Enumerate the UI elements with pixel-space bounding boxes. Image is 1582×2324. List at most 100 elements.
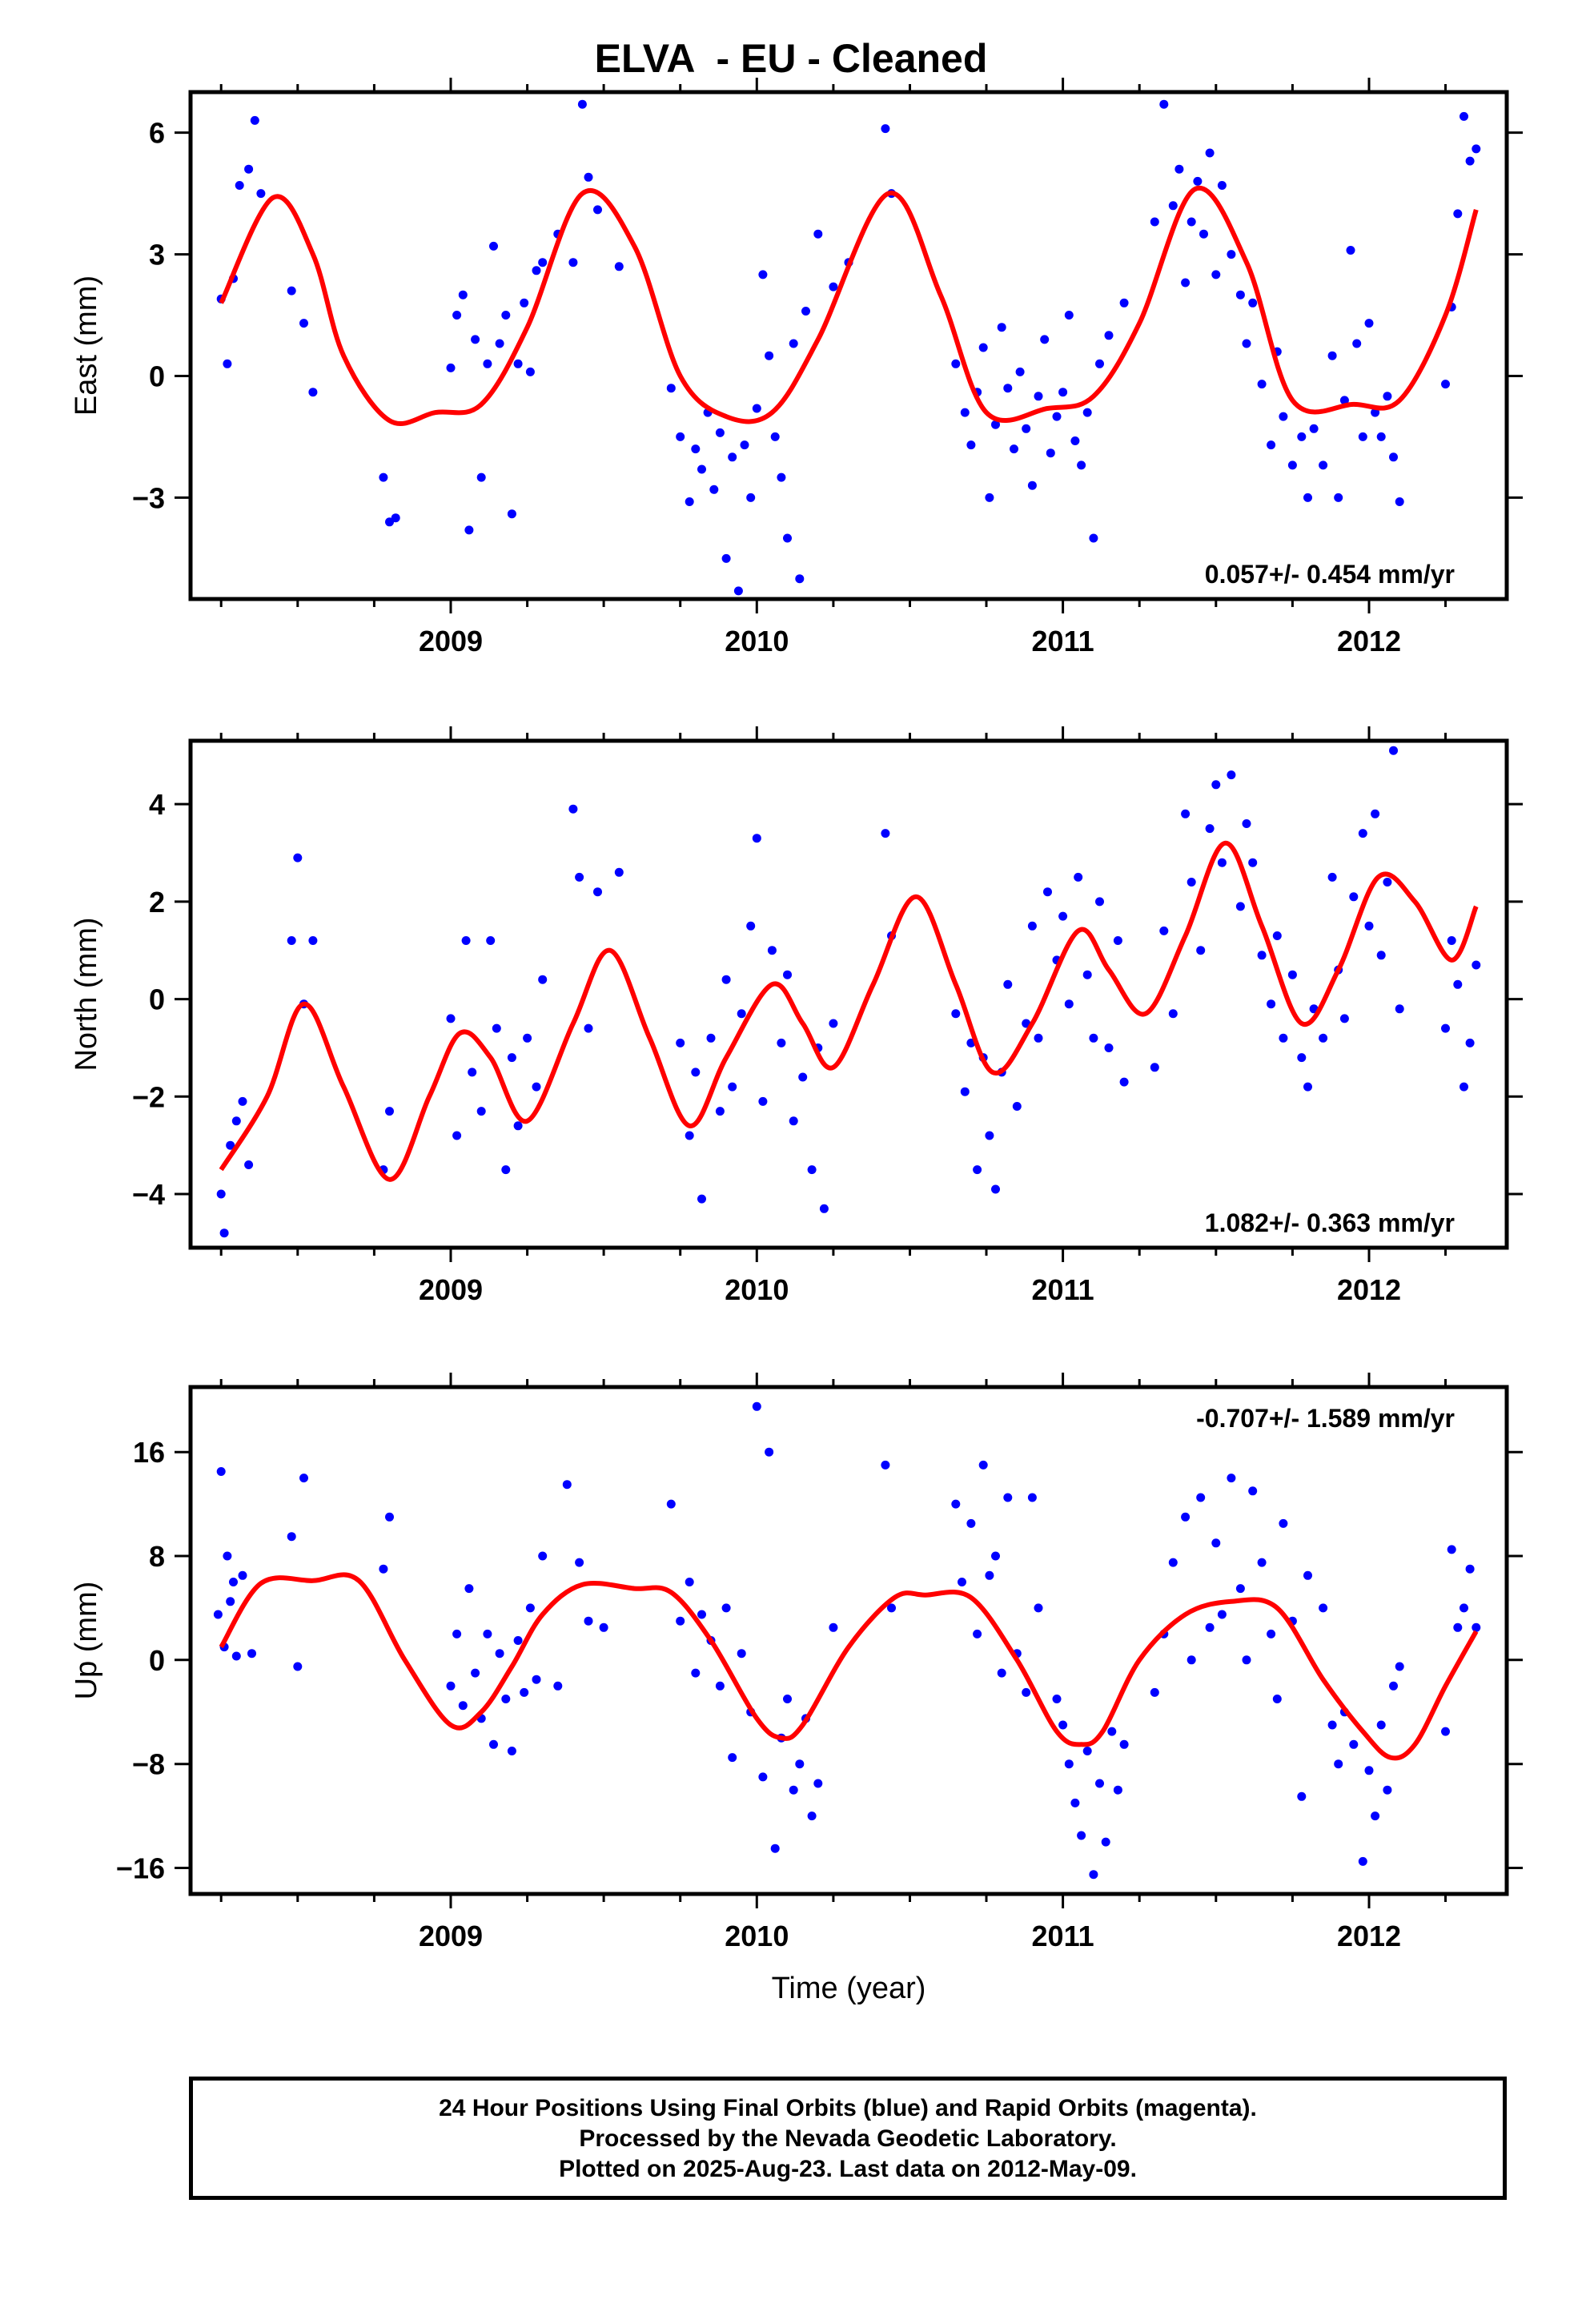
data-point xyxy=(706,1033,716,1043)
data-point xyxy=(1248,858,1258,867)
data-point xyxy=(379,472,388,482)
data-point xyxy=(476,472,486,482)
data-point xyxy=(1334,1759,1343,1769)
data-point xyxy=(1150,217,1159,227)
data-point xyxy=(577,99,587,109)
data-point xyxy=(676,1616,685,1626)
data-point xyxy=(1113,1785,1122,1795)
data-point xyxy=(1371,809,1380,818)
data-point xyxy=(1453,209,1463,219)
x-tick-label: 2012 xyxy=(1337,1273,1401,1306)
data-point xyxy=(997,1668,1006,1678)
data-point xyxy=(486,936,496,945)
data-point xyxy=(728,1753,737,1763)
data-point xyxy=(458,290,468,300)
points-group xyxy=(213,1401,1481,1880)
data-point xyxy=(299,319,308,328)
data-point xyxy=(584,1616,593,1626)
data-point xyxy=(446,1681,456,1691)
data-point xyxy=(1052,1695,1062,1703)
data-point xyxy=(685,1131,694,1140)
plot-frame xyxy=(188,90,1509,601)
data-point xyxy=(1022,424,1031,433)
data-point xyxy=(887,1603,896,1613)
data-point xyxy=(1205,148,1215,158)
data-point xyxy=(1046,448,1055,458)
data-point xyxy=(991,420,1000,429)
data-point xyxy=(1205,824,1215,834)
data-point xyxy=(1227,1474,1236,1483)
data-point xyxy=(1248,1486,1258,1496)
data-point xyxy=(1460,111,1468,121)
data-point xyxy=(1227,770,1236,780)
data-point xyxy=(1349,1739,1359,1749)
data-point xyxy=(770,1844,780,1853)
data-point xyxy=(807,1811,817,1821)
data-point xyxy=(523,1033,532,1043)
x-tick-label: 2010 xyxy=(725,625,789,657)
data-point xyxy=(1346,246,1355,255)
data-point xyxy=(216,1189,226,1199)
data-point xyxy=(532,266,541,275)
data-point xyxy=(223,1551,232,1561)
data-point xyxy=(219,1228,229,1238)
data-point xyxy=(960,408,970,417)
data-point xyxy=(1447,936,1456,945)
y-tick-label: −8 xyxy=(132,1748,165,1781)
chart-title: ELVA - EU - Cleaned xyxy=(594,36,988,81)
data-point xyxy=(1077,460,1086,470)
data-point xyxy=(532,1082,541,1092)
data-point xyxy=(985,1570,994,1580)
data-point xyxy=(1119,1077,1129,1087)
data-point xyxy=(1052,412,1062,421)
data-point xyxy=(213,1610,223,1619)
data-point xyxy=(666,384,676,393)
data-point xyxy=(715,1681,725,1691)
data-point xyxy=(1211,270,1221,279)
data-point xyxy=(1334,493,1343,502)
data-point xyxy=(532,1675,541,1684)
data-point xyxy=(1383,878,1392,887)
fit-line xyxy=(219,185,1479,427)
data-point xyxy=(813,229,823,239)
data-point xyxy=(489,1739,498,1749)
data-point xyxy=(513,1121,523,1131)
data-point xyxy=(1267,440,1276,450)
data-point xyxy=(256,189,266,199)
data-point xyxy=(1339,396,1349,405)
x-tick-label: 2011 xyxy=(1032,625,1094,657)
data-point xyxy=(513,359,523,368)
data-point xyxy=(1465,1038,1475,1047)
data-point xyxy=(1186,1655,1196,1665)
data-point xyxy=(584,172,593,182)
x-tick-label: 2012 xyxy=(1337,625,1401,657)
data-point xyxy=(740,440,749,450)
data-point xyxy=(709,485,719,494)
data-point xyxy=(1352,339,1362,348)
data-point xyxy=(758,1096,768,1106)
data-point xyxy=(697,1610,706,1619)
data-point xyxy=(691,1668,701,1678)
data-point xyxy=(1089,1033,1098,1043)
data-point xyxy=(758,270,768,279)
data-point xyxy=(1064,1759,1074,1769)
data-point xyxy=(1168,1558,1178,1567)
data-point xyxy=(1358,432,1367,441)
data-point xyxy=(1217,858,1227,867)
x-tick-label: 2009 xyxy=(419,1920,483,1952)
data-point xyxy=(231,1651,241,1661)
y-tick-label: 4 xyxy=(149,788,165,821)
data-point xyxy=(798,1072,808,1082)
data-point xyxy=(881,124,890,134)
data-point xyxy=(1389,746,1398,755)
data-point xyxy=(1095,359,1104,368)
data-point xyxy=(235,181,244,190)
data-point xyxy=(676,1038,685,1047)
data-point xyxy=(614,262,624,271)
x-tick-label: 2009 xyxy=(419,1273,483,1306)
data-point xyxy=(1279,412,1288,421)
y-tick-label: 2 xyxy=(149,886,165,919)
data-point xyxy=(379,1564,388,1574)
data-point xyxy=(244,164,254,174)
